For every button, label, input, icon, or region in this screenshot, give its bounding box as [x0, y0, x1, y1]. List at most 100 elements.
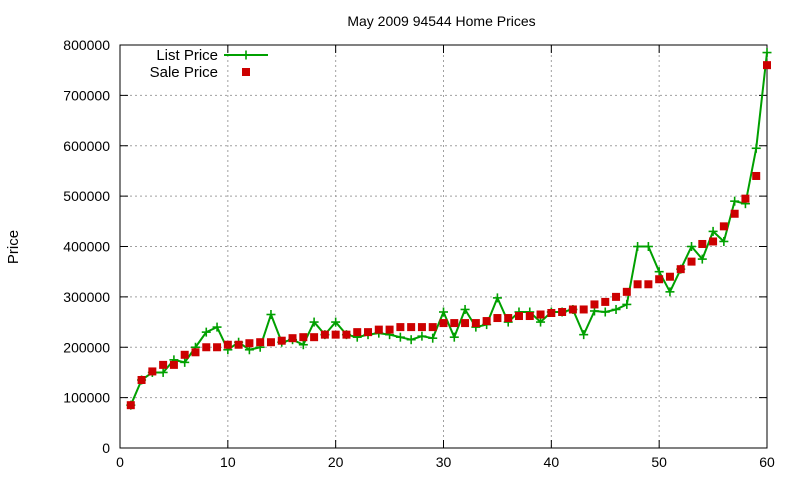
list-price-point: [298, 340, 308, 350]
sale-price-point: [266, 338, 275, 347]
legend-entry-list-price: List Price: [156, 47, 268, 64]
list-price-point: [687, 242, 697, 251]
sale-price-point: [709, 237, 718, 246]
y-tick-label: 0: [102, 440, 110, 456]
sale-price-point: [471, 319, 480, 328]
x-tick-label: 30: [436, 454, 452, 470]
sale-price-point: [277, 336, 286, 345]
tick-labels: 0 10 20 30 40 50 60 0 100000 200000 300000 400000 50…: [63, 37, 775, 470]
list-price-point: [331, 317, 341, 327]
series-layer: [126, 48, 772, 410]
sale-price-point: [385, 325, 394, 334]
sale-price-point: [514, 312, 523, 321]
sale-price-point: [417, 323, 426, 332]
sale-price-point: [180, 350, 189, 359]
sale-price-point: [601, 297, 610, 306]
sale-price-point: [407, 323, 416, 332]
list-price-point: [697, 254, 707, 264]
sale-price-point: [730, 209, 739, 218]
sale-price-point: [288, 334, 297, 343]
y-tick-label: 500000: [63, 188, 110, 204]
y-tick-label: 600000: [63, 138, 110, 154]
list-price-point: [439, 307, 448, 317]
sale-price-point: [159, 360, 168, 369]
sale-price-point: [450, 319, 459, 328]
sale-price-point: [482, 317, 491, 326]
list-price-point: [600, 307, 610, 317]
x-tick-label: 10: [220, 454, 236, 470]
sale-price-point: [256, 338, 265, 347]
sale-price-point: [320, 330, 329, 339]
sale-price-point: [568, 305, 577, 314]
list-price-point: [309, 317, 319, 327]
list-price-point: [492, 293, 502, 303]
y-tick-label: 700000: [63, 87, 110, 103]
list-price-point: [460, 304, 470, 314]
sale-price-point: [590, 300, 599, 309]
series-list-price: [126, 48, 772, 410]
list-price-point: [762, 48, 772, 58]
legend-marker-list-price: [241, 50, 251, 60]
y-tick-label: 100000: [63, 390, 110, 406]
sale-price-point: [644, 280, 653, 289]
sale-price-point: [536, 310, 545, 319]
sale-price-point: [126, 401, 135, 410]
list-price-point: [428, 333, 438, 343]
sale-price-point: [428, 323, 437, 332]
sale-price-point: [213, 343, 222, 352]
legend-marker-sale-price: [242, 68, 250, 76]
sale-price-point: [655, 275, 664, 284]
sale-price-point: [374, 325, 383, 334]
sale-price-point: [148, 367, 157, 376]
grid-lines: [120, 45, 767, 448]
sale-price-point: [169, 360, 178, 369]
legend-label-list-price: List Price: [156, 47, 218, 64]
x-tick-label: 20: [328, 454, 344, 470]
x-tick-label: 40: [544, 454, 560, 470]
sale-price-point: [331, 330, 340, 339]
list-price-point: [449, 332, 459, 342]
sale-price-point: [439, 319, 448, 328]
legend-label-sale-price: Sale Price: [150, 64, 218, 81]
list-price-point: [719, 236, 729, 246]
sale-price-point: [310, 333, 319, 342]
y-tick-label: 300000: [63, 289, 110, 305]
axis-ticks: [119, 44, 768, 449]
sale-price-point: [665, 272, 674, 281]
list-price-point: [611, 304, 621, 314]
x-tick-label: 50: [651, 454, 667, 470]
list-price-point: [633, 242, 643, 251]
y-tick-label: 400000: [63, 239, 110, 255]
sale-price-point: [558, 307, 567, 316]
sale-price-point: [191, 348, 200, 357]
sale-price-point: [396, 323, 405, 332]
list-price-point: [212, 322, 222, 332]
list-price-point: [406, 335, 416, 345]
y-tick-label: 800000: [63, 37, 110, 53]
legend: List Price Sale Price: [150, 47, 268, 81]
chart-title: May 2009 94544 Home Prices: [347, 13, 535, 29]
list-price-point: [417, 331, 427, 341]
x-tick-label: 0: [116, 454, 124, 470]
list-price-point: [180, 357, 190, 367]
sale-price-point: [752, 171, 761, 180]
y-axis-label: Price: [5, 230, 22, 264]
list-price-point: [665, 287, 675, 297]
x-tick-label: 60: [759, 454, 775, 470]
legend-entry-sale-price: Sale Price: [150, 64, 250, 81]
list-price-point: [158, 367, 168, 377]
sale-price-point: [698, 239, 707, 248]
sale-price-point: [202, 343, 211, 352]
sale-price-point: [353, 328, 362, 337]
list-price-point: [579, 330, 589, 340]
sale-price-point: [719, 222, 728, 231]
sale-price-point: [223, 340, 232, 349]
list-price-point: [536, 317, 546, 327]
sale-price-point: [622, 287, 631, 296]
sale-price-point: [461, 319, 470, 328]
list-price-point: [730, 196, 740, 206]
list-price-line: [129, 52, 768, 406]
sale-price-point: [364, 328, 373, 337]
series-sale-price: [126, 61, 771, 410]
